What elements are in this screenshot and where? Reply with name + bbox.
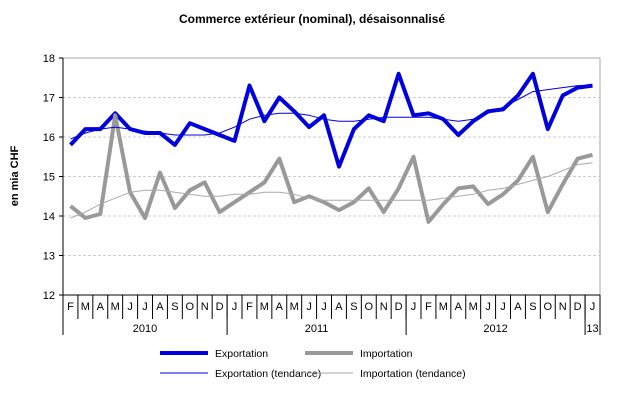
month-label: N (380, 301, 388, 313)
month-label: J (500, 301, 506, 313)
month-label: N (559, 301, 567, 313)
month-label: F (246, 301, 253, 313)
year-label: 2011 (305, 323, 329, 335)
month-label: D (574, 301, 582, 313)
month-label: A (514, 301, 522, 313)
series-line-importation-tendance (70, 162, 593, 219)
legend-label: Importation (tendance) (360, 368, 466, 380)
legend-label: Exportation (215, 348, 268, 360)
y-tick-label: 15 (43, 172, 55, 184)
month-label: J (411, 301, 417, 313)
month-label: J (485, 301, 491, 313)
y-tick-label: 12 (43, 290, 55, 302)
year-label: 13 (586, 323, 598, 335)
month-label: S (350, 301, 357, 313)
month-label: N (201, 301, 209, 313)
legend-label: Exportation (tendance) (215, 368, 321, 380)
series-line-exportation-tendance (70, 85, 593, 140)
month-label: M (260, 301, 269, 313)
month-label: A (156, 301, 164, 313)
month-label: M (111, 301, 120, 313)
month-label: A (335, 301, 343, 313)
month-label: D (216, 301, 224, 313)
y-tick-label: 13 (43, 251, 55, 263)
month-label: M (81, 301, 90, 313)
y-axis-label: en mia CHF (9, 145, 21, 206)
month-label: M (469, 301, 478, 313)
y-tick-label: 16 (43, 132, 55, 144)
month-label: D (395, 301, 403, 313)
y-tick-label: 18 (43, 53, 55, 65)
month-label: J (232, 301, 238, 313)
year-label: 2012 (483, 323, 507, 335)
month-label: O (186, 301, 195, 313)
month-label: J (306, 301, 312, 313)
month-label: J (321, 301, 327, 313)
month-label: S (171, 301, 178, 313)
y-tick-label: 14 (43, 211, 55, 223)
month-label: M (290, 301, 299, 313)
month-label: A (455, 301, 463, 313)
month-label: F (425, 301, 432, 313)
month-label: A (97, 301, 105, 313)
series-line-importation (69, 113, 594, 224)
month-label: F (67, 301, 74, 313)
month-label: J (590, 301, 596, 313)
month-label: M (439, 301, 448, 313)
year-label: 2010 (133, 323, 157, 335)
legend-label: Importation (360, 348, 413, 360)
month-label: O (544, 301, 553, 313)
y-tick-label: 17 (43, 93, 55, 105)
month-label: S (529, 301, 536, 313)
month-label: J (142, 301, 148, 313)
month-label: O (365, 301, 374, 313)
chart-title: Commerce extérieur (nominal), désaisonna… (179, 12, 445, 26)
month-label: A (276, 301, 284, 313)
month-label: J (127, 301, 133, 313)
